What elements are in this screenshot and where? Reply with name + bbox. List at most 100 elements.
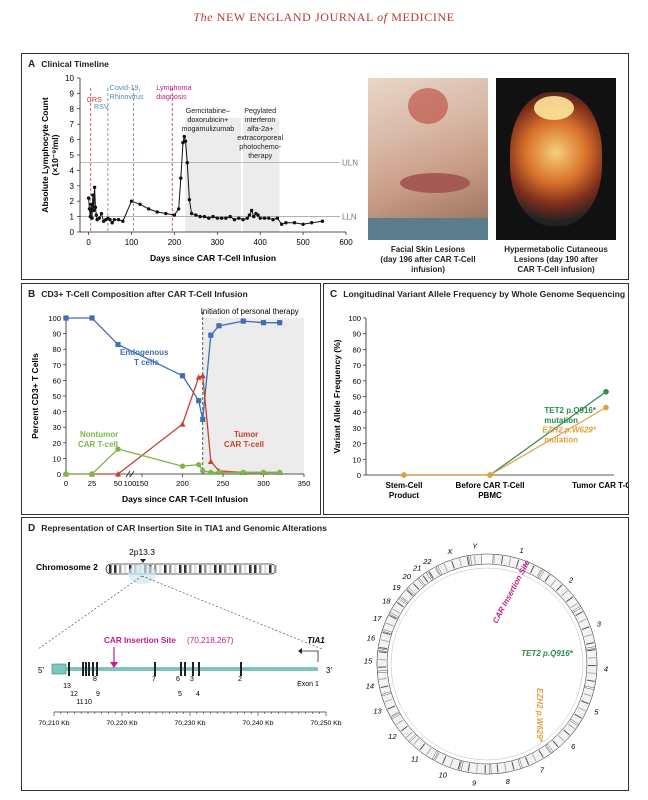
exon-label: 13 (63, 683, 71, 690)
chromosome-band (556, 584, 563, 592)
chromosome-arc (381, 692, 401, 719)
chromosome-number: 4 (604, 665, 608, 674)
chromosome-number: 14 (366, 681, 374, 690)
chromosome-band (274, 565, 277, 573)
chromosome-band (496, 764, 499, 773)
circos-inner (386, 563, 588, 765)
exon-label: 11 (76, 699, 83, 706)
alc-point (179, 176, 183, 180)
chromosome-number: Y (472, 542, 478, 551)
chromosome-band (587, 649, 596, 652)
chromosome-band (382, 631, 391, 636)
chromosome-number: 13 (373, 707, 382, 716)
tumor-car-point (207, 458, 214, 465)
nontumor-car-point (277, 469, 283, 476)
chromosome-band (179, 565, 182, 573)
y-tick-label: 1 (70, 213, 75, 222)
endogenous-point (63, 315, 69, 321)
chromosome-band (159, 565, 162, 573)
alc-point (108, 217, 112, 222)
chromosome-arc (546, 719, 579, 753)
therapy-label: mogamulizumab (181, 124, 234, 133)
x-tick-label: 50 (114, 479, 122, 488)
exon-mark (88, 662, 90, 676)
alc-point (258, 216, 262, 220)
series-label: Endogenous (120, 348, 169, 357)
chromosome-number: 7 (540, 766, 545, 775)
alc-point (155, 210, 159, 214)
event-label: CRS (87, 95, 102, 104)
journal-header: The NEW ENGLAND JOURNAL of MEDICINE (193, 10, 455, 24)
tumor-car-point (199, 372, 206, 379)
exon-mark (180, 662, 182, 676)
therapy-label: Pegylated (244, 106, 276, 115)
alc-point (320, 219, 325, 223)
axis-break (125, 470, 131, 478)
exon-label: Exon 1 (297, 681, 319, 688)
chromosome-band (426, 747, 432, 756)
therapy-label: Gemcitabine– (186, 106, 230, 115)
vaf-point (487, 472, 493, 478)
exon-mark (192, 662, 194, 676)
chromosome-band (124, 565, 127, 573)
chromosome-band (419, 743, 426, 751)
reference-label: LLN (342, 213, 357, 222)
y-tick-label: 60 (353, 377, 361, 386)
y-tick-label: 90 (53, 330, 61, 339)
chromosome-band (545, 746, 551, 754)
alc-point (94, 213, 99, 217)
chromosome-band (254, 565, 257, 573)
alc-point (271, 217, 275, 222)
therapy-label: photochemo- (239, 142, 282, 151)
chromosome-band (443, 563, 448, 572)
y-tick-label: 2 (70, 197, 75, 206)
nontumor-car-point (63, 471, 69, 477)
category-label: Product (389, 491, 420, 500)
utr-block (51, 663, 67, 675)
alc-point (207, 216, 211, 220)
circos-insertion-label: CAR Insertion Site (491, 558, 532, 625)
zoom-guide (141, 575, 323, 650)
alc-point (275, 216, 280, 220)
endogenous-point (200, 416, 206, 422)
alc-point (187, 197, 192, 202)
chromosome-band (249, 565, 252, 573)
series-label: CAR T-cell (224, 440, 264, 449)
chromosome-band (209, 565, 212, 573)
panel-c: C Longitudinal Variant Allele Frequency b… (323, 283, 629, 515)
y-tick-label: 8 (70, 105, 75, 114)
event-label: RSV (94, 102, 109, 111)
y-tick-label: 30 (53, 423, 61, 432)
chromosome-band (387, 705, 396, 710)
chromosome-band (515, 559, 520, 568)
category-label: Tumor CAR T-Cell (572, 481, 628, 490)
alc-point (279, 222, 284, 226)
insertion-label: CAR Insertion Site (104, 636, 176, 645)
alc-point (92, 185, 97, 190)
exon-mark (184, 662, 186, 676)
nontumor-car-point (196, 461, 202, 468)
alc-point (112, 217, 117, 222)
band-label: 2p13.3 (129, 547, 155, 557)
endogenous-point (89, 315, 95, 321)
panel-a-title: A Clinical Timeline (28, 59, 109, 70)
y-tick-label: 10 (53, 454, 61, 463)
exon-label: 3 (190, 676, 194, 683)
chart-b: Initiation of personal therapy 0 10 20 30 40 5… (30, 307, 310, 504)
circos-ezh2-label: EZH2 p.W629* (535, 688, 544, 743)
chromosome-number: 21 (412, 564, 421, 573)
series-label: Nontumor (80, 430, 118, 439)
y-tick-label: 0 (70, 228, 75, 237)
tss-arrow (302, 650, 319, 662)
y-tick-label: 3 (70, 182, 75, 191)
chromosome-band (380, 639, 389, 643)
chromosome-arc (433, 751, 463, 771)
alc-point (292, 221, 297, 225)
alc-point (211, 214, 215, 219)
nontumor-car-point (240, 469, 246, 476)
chromosome-band (189, 565, 192, 573)
chromosome-band (164, 565, 167, 573)
chromosome-band (390, 711, 399, 717)
chromosome-number: 17 (373, 614, 382, 623)
